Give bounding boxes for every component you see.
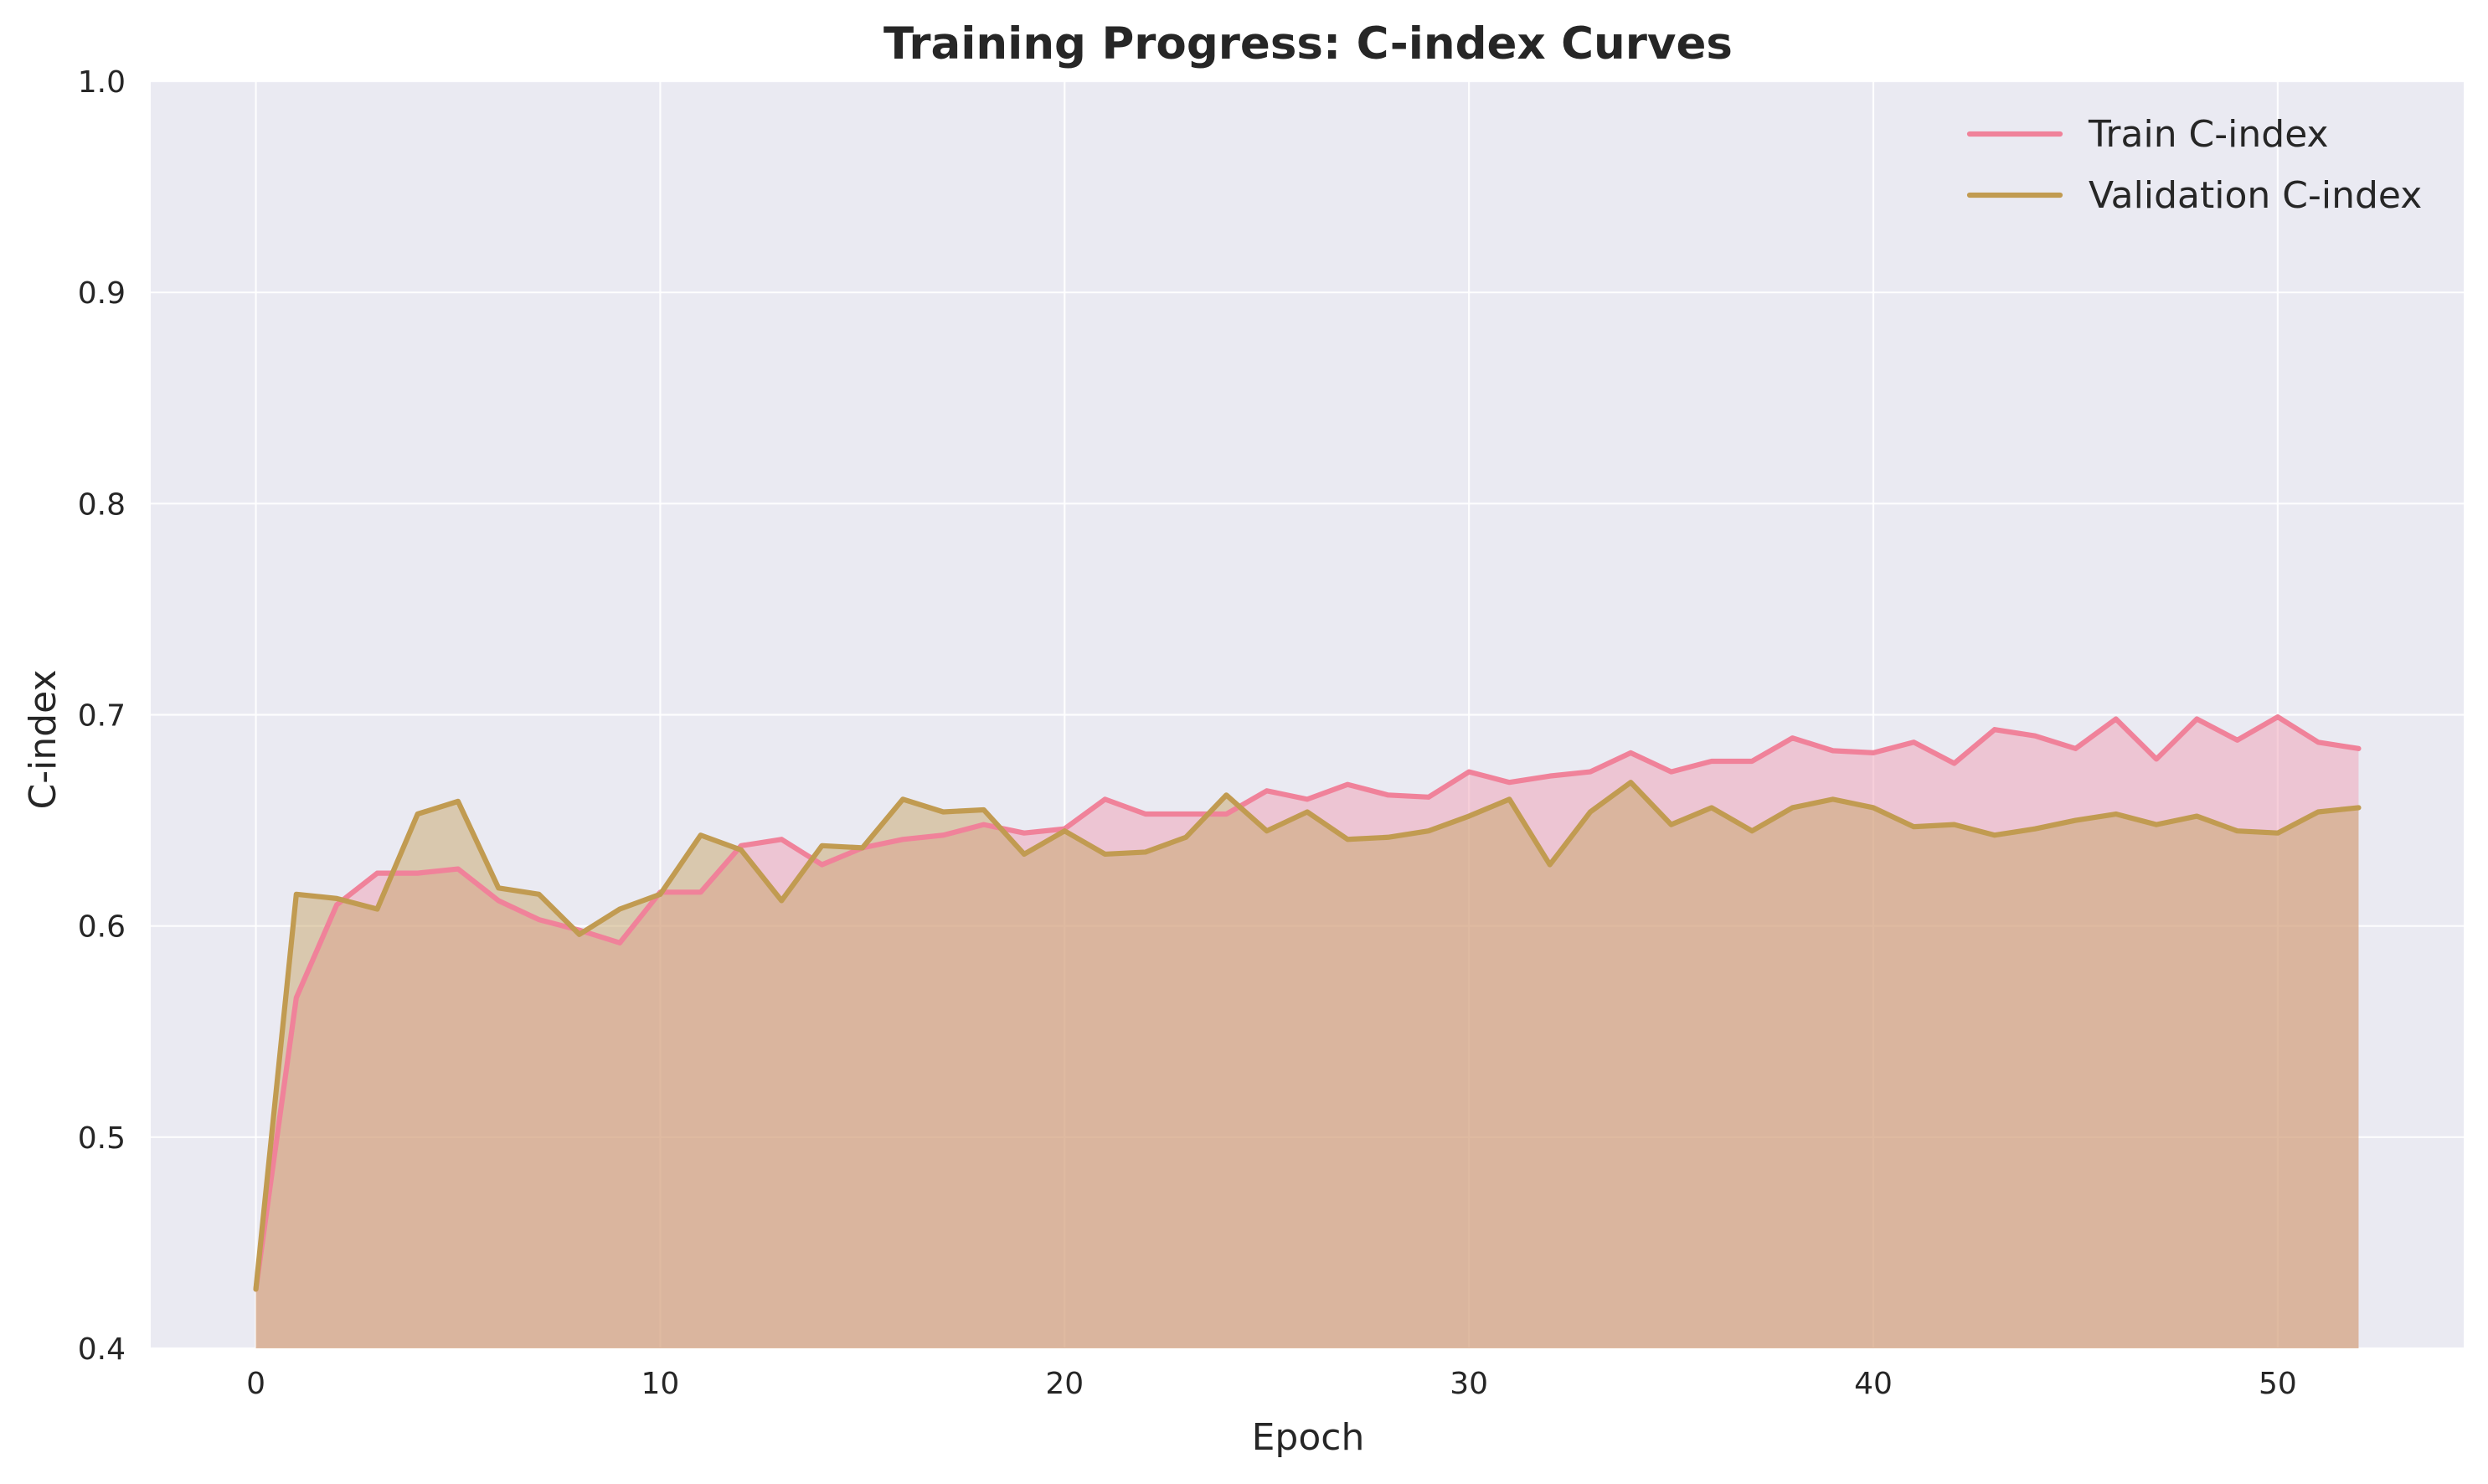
x-tick-label: 0 xyxy=(246,1367,265,1401)
chart-title: Training Progress: C-index Curves xyxy=(883,18,1733,70)
x-tick-label: 30 xyxy=(1450,1367,1488,1401)
series-line-validation xyxy=(253,780,2362,1292)
series-lines xyxy=(253,714,2362,1292)
y-axis-label: C-index xyxy=(22,670,64,810)
legend: Train C-index Validation C-index xyxy=(1966,113,2422,217)
x-tick-label: 20 xyxy=(1045,1367,1084,1401)
y-tick-label: 0.7 xyxy=(78,699,126,734)
legend-label: Train C-index xyxy=(2088,113,2329,156)
y-tick-label: 0.4 xyxy=(78,1332,126,1367)
x-tick-label: 50 xyxy=(2259,1367,2297,1401)
x-tick-label: 10 xyxy=(641,1367,680,1401)
area-validation xyxy=(255,782,2359,1348)
x-axis-ticks: 0 10 20 30 40 50 xyxy=(246,1367,2297,1401)
x-axis-label: Epoch xyxy=(1252,1416,1365,1459)
y-tick-label: 0.8 xyxy=(78,487,126,522)
legend-label: Validation C-index xyxy=(2089,174,2422,217)
y-axis-ticks: 0.4 0.5 0.6 0.7 0.8 0.9 1.0 xyxy=(78,65,126,1367)
y-tick-label: 0.5 xyxy=(78,1121,126,1156)
series-line-train xyxy=(253,714,2362,1292)
y-tick-label: 0.9 xyxy=(78,276,126,311)
area-fills xyxy=(255,717,2359,1348)
y-tick-label: 0.6 xyxy=(78,910,126,945)
x-tick-label: 40 xyxy=(1854,1367,1893,1401)
y-tick-label: 1.0 xyxy=(78,65,126,100)
